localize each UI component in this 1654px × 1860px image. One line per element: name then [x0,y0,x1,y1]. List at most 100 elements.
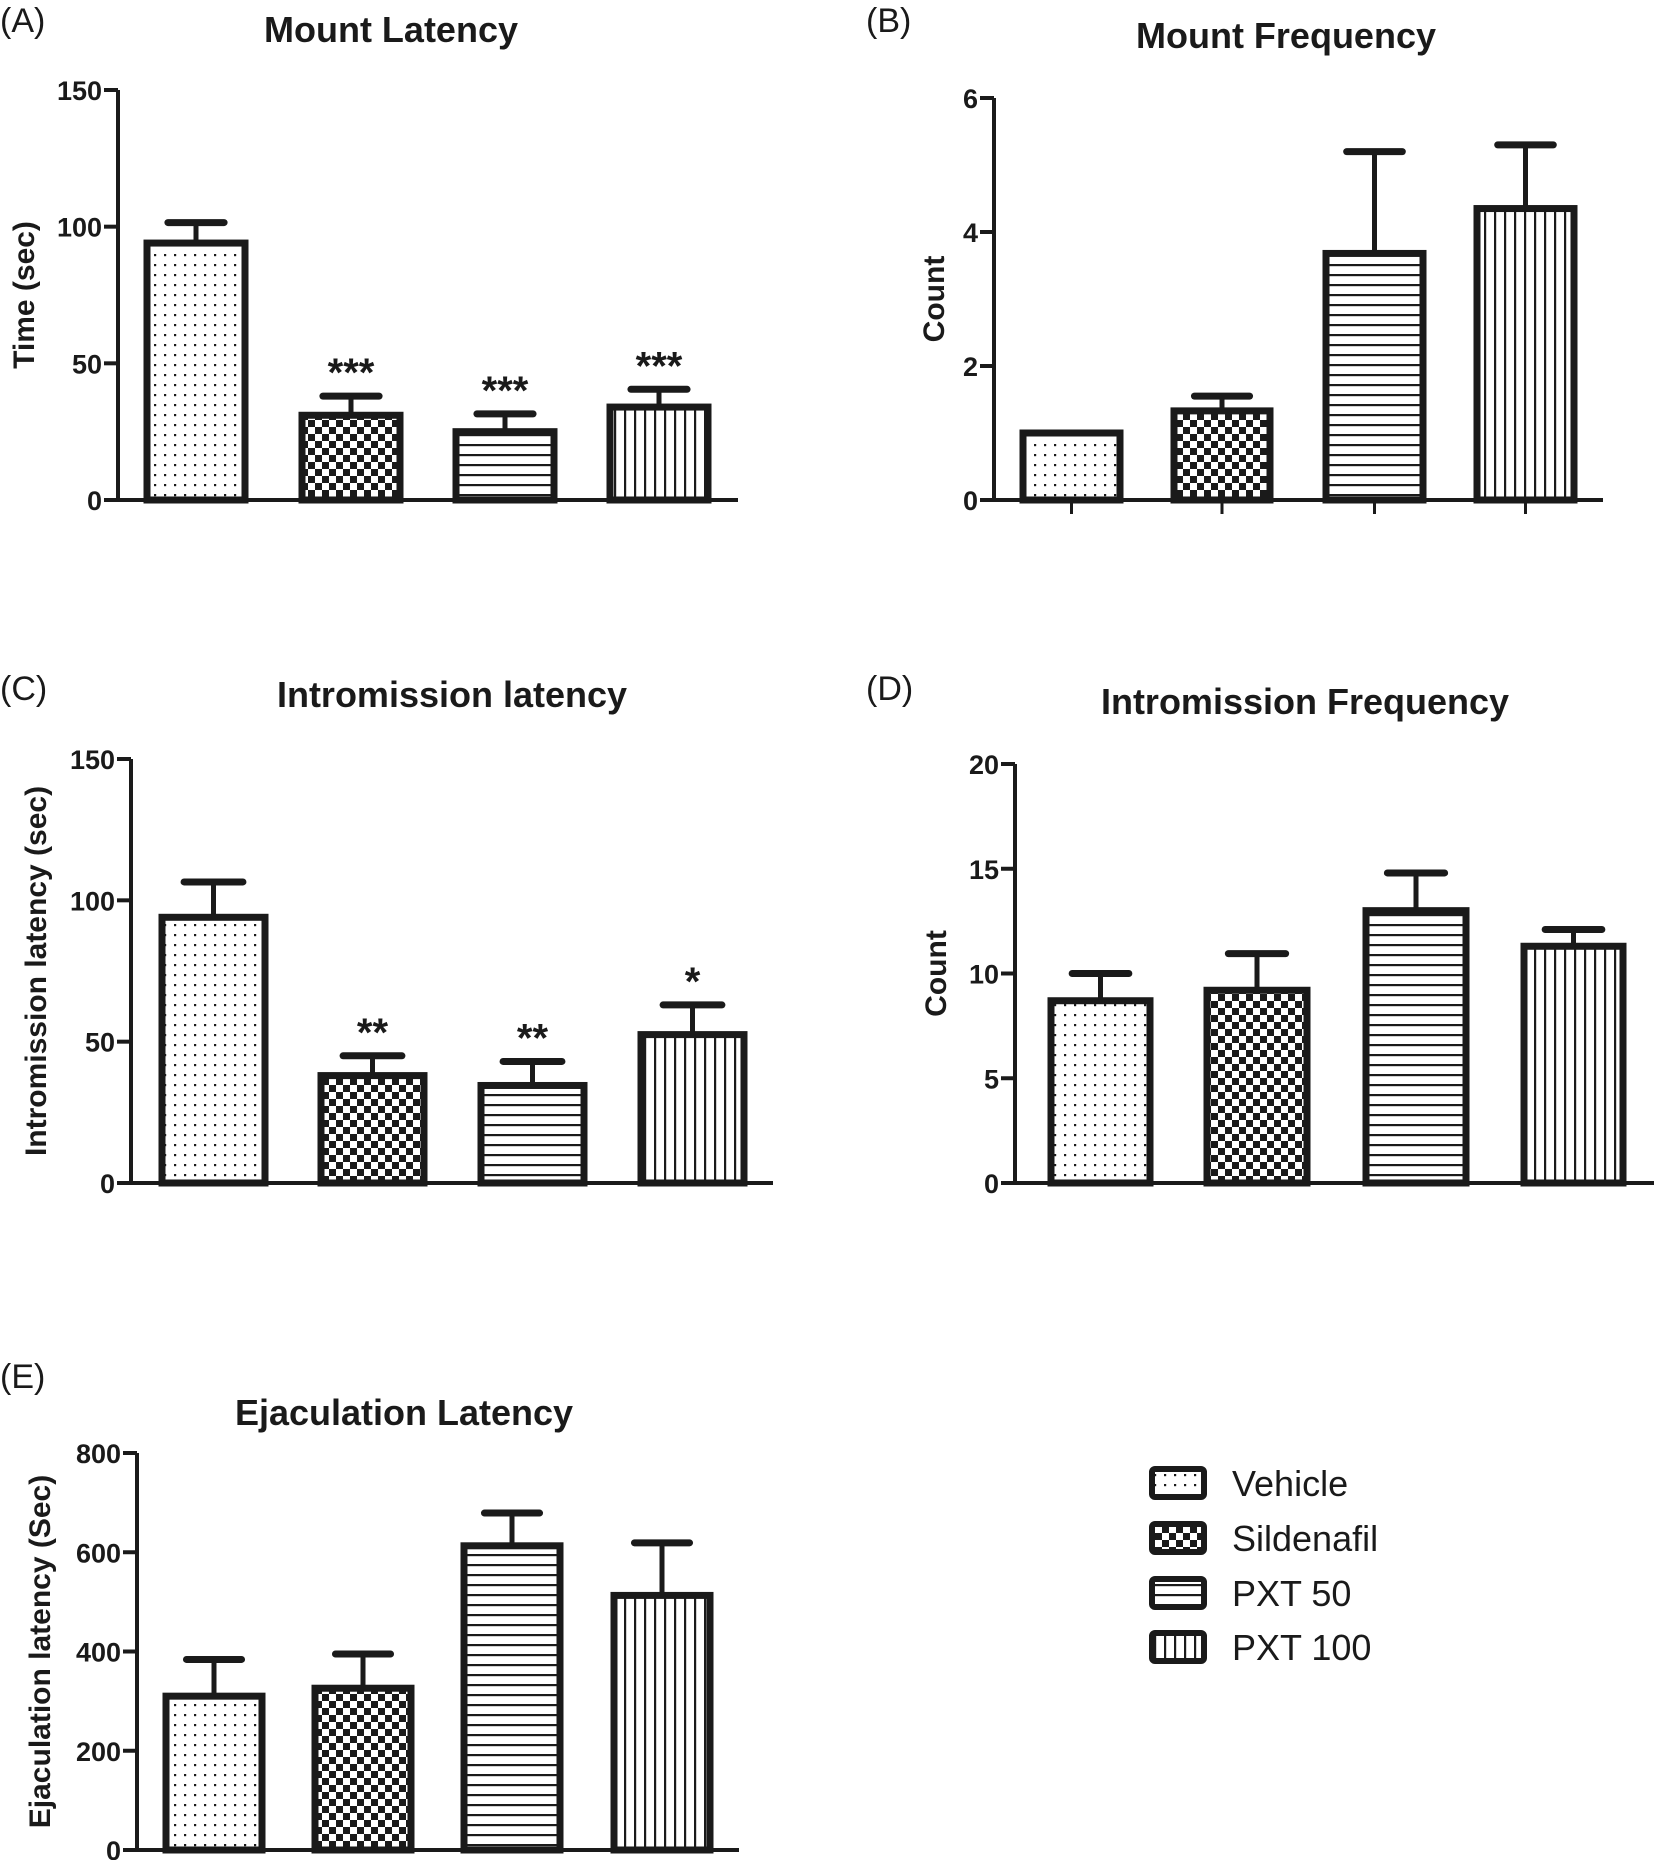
significance-label: *** [482,369,529,413]
panel-label: (C) [0,670,47,708]
significance-label: ** [357,1011,389,1055]
bar-rect [1362,907,1470,1187]
y-axis-label: Count [918,256,951,343]
legend-label: Sildenafil [1232,1518,1378,1559]
panel-a: (A) Mount Latency Time (sec) 0 50 100 150 *** **… [0,2,738,516]
legend-item-sildenafil: Sildenafil [1149,1518,1378,1559]
y-axis-label: Ejaculation latency (Sec) [24,1475,57,1828]
bar-sildenafil [1170,392,1274,514]
y-tick-label: 20 [969,750,999,780]
legend-swatch [1149,1630,1207,1664]
bar-vehicle [143,219,249,504]
y-tick-label: 2 [963,352,978,382]
bar-pxt-100: *** [606,344,712,504]
bar-vehicle [158,878,269,1187]
bar-vehicle [1019,429,1124,514]
bar-sildenafil: ** [317,1011,428,1187]
y-tick-label: 0 [87,486,102,516]
bar-rect [162,1692,266,1854]
chart-title: Intromission latency [277,674,627,715]
chart-title: Mount Latency [264,9,518,50]
y-tick-label: 10 [969,960,999,990]
legend-item-pxt-50: PXT 50 [1149,1573,1351,1614]
bar-rect [637,1031,748,1187]
y-tick-label: 0 [984,1169,999,1199]
y-tick-label: 4 [963,218,978,248]
bar-sildenafil: *** [298,351,404,504]
legend-swatch [1149,1576,1207,1610]
bar-sildenafil [311,1650,415,1854]
bar-rect [298,411,404,504]
bar-vehicle [162,1655,266,1854]
y-tick-label: 800 [76,1439,121,1469]
bar-pxt-50 [460,1509,564,1854]
bar-pxt-50 [1322,148,1427,514]
y-axis-label: Count [920,930,953,1017]
bar-rect [1203,986,1311,1187]
y-tick-label: 50 [85,1028,115,1058]
bar-vehicle [1047,970,1154,1187]
significance-label: *** [328,351,375,395]
y-axis-label: Intromission latency (sec) [20,786,53,1156]
y-tick-label: 0 [963,486,978,516]
significance-label: ** [517,1016,549,1060]
y-tick-label: 15 [969,855,999,885]
y-tick-label: 200 [76,1737,121,1767]
y-tick-label: 6 [963,84,978,114]
significance-label: *** [636,344,683,388]
bar-rect [1473,205,1578,504]
panel-label: (E) [0,1358,45,1396]
bar-rect [452,428,558,504]
y-tick-label: 150 [57,76,102,106]
y-tick-label: 0 [106,1836,121,1860]
bar-rect [317,1072,428,1187]
bar-rect [460,1542,564,1854]
bar-pxt-50 [1362,869,1470,1187]
bar-pxt-100: * [637,960,748,1187]
bar-rect [1019,429,1124,504]
y-tick-label: 150 [70,745,115,775]
bar-pxt-50: ** [477,1016,588,1187]
bar-rect [606,403,712,504]
chart-title: Intromission Frequency [1101,681,1509,722]
y-tick-label: 5 [984,1064,999,1094]
panel-e: (E) Ejaculation Latency Ejaculation latenc… [0,1358,739,1860]
bar-pxt-100 [610,1539,714,1854]
legend-item-vehicle: Vehicle [1149,1463,1348,1504]
legend-label: Vehicle [1232,1463,1348,1504]
bar-sildenafil [1203,950,1311,1187]
legend-item-pxt-100: PXT 100 [1149,1627,1371,1668]
bar-rect [158,913,269,1187]
panel-b: (B) Mount Frequency Count 0 2 4 6 [866,2,1603,516]
y-axis-label: Time (sec) [8,221,41,369]
bar-pxt-100 [1520,926,1627,1187]
panel-label: (B) [866,2,911,40]
y-tick-label: 600 [76,1538,121,1568]
panel-d: (D) Intromission Frequency Count 0 5 10 15 20 [866,670,1654,1199]
chart-title: Mount Frequency [1136,15,1436,56]
y-tick-label: 0 [100,1169,115,1199]
legend-label: PXT 50 [1232,1573,1351,1614]
bar-rect [1520,942,1627,1187]
bar-pxt-100 [1473,141,1578,514]
bar-rect [1047,997,1154,1187]
bar-pxt-50: *** [452,369,558,504]
panel-label: (A) [0,2,45,40]
y-tick-label: 400 [76,1638,121,1668]
bar-rect [610,1591,714,1854]
significance-label: * [685,960,701,1004]
chart-title: Ejaculation Latency [235,1392,573,1433]
bar-rect [1322,249,1427,504]
legend-swatch [1149,1466,1207,1500]
bar-rect [311,1684,415,1854]
legend-swatch [1149,1521,1207,1555]
bar-rect [143,239,249,504]
bar-rect [477,1081,588,1187]
y-tick-label: 100 [57,213,102,243]
panel-c: (C) Intromission latency Intromission late… [0,670,773,1199]
y-tick-label: 100 [70,886,115,916]
bar-rect [1170,407,1274,504]
y-tick-label: 50 [72,349,102,379]
legend-label: PXT 100 [1232,1627,1371,1668]
